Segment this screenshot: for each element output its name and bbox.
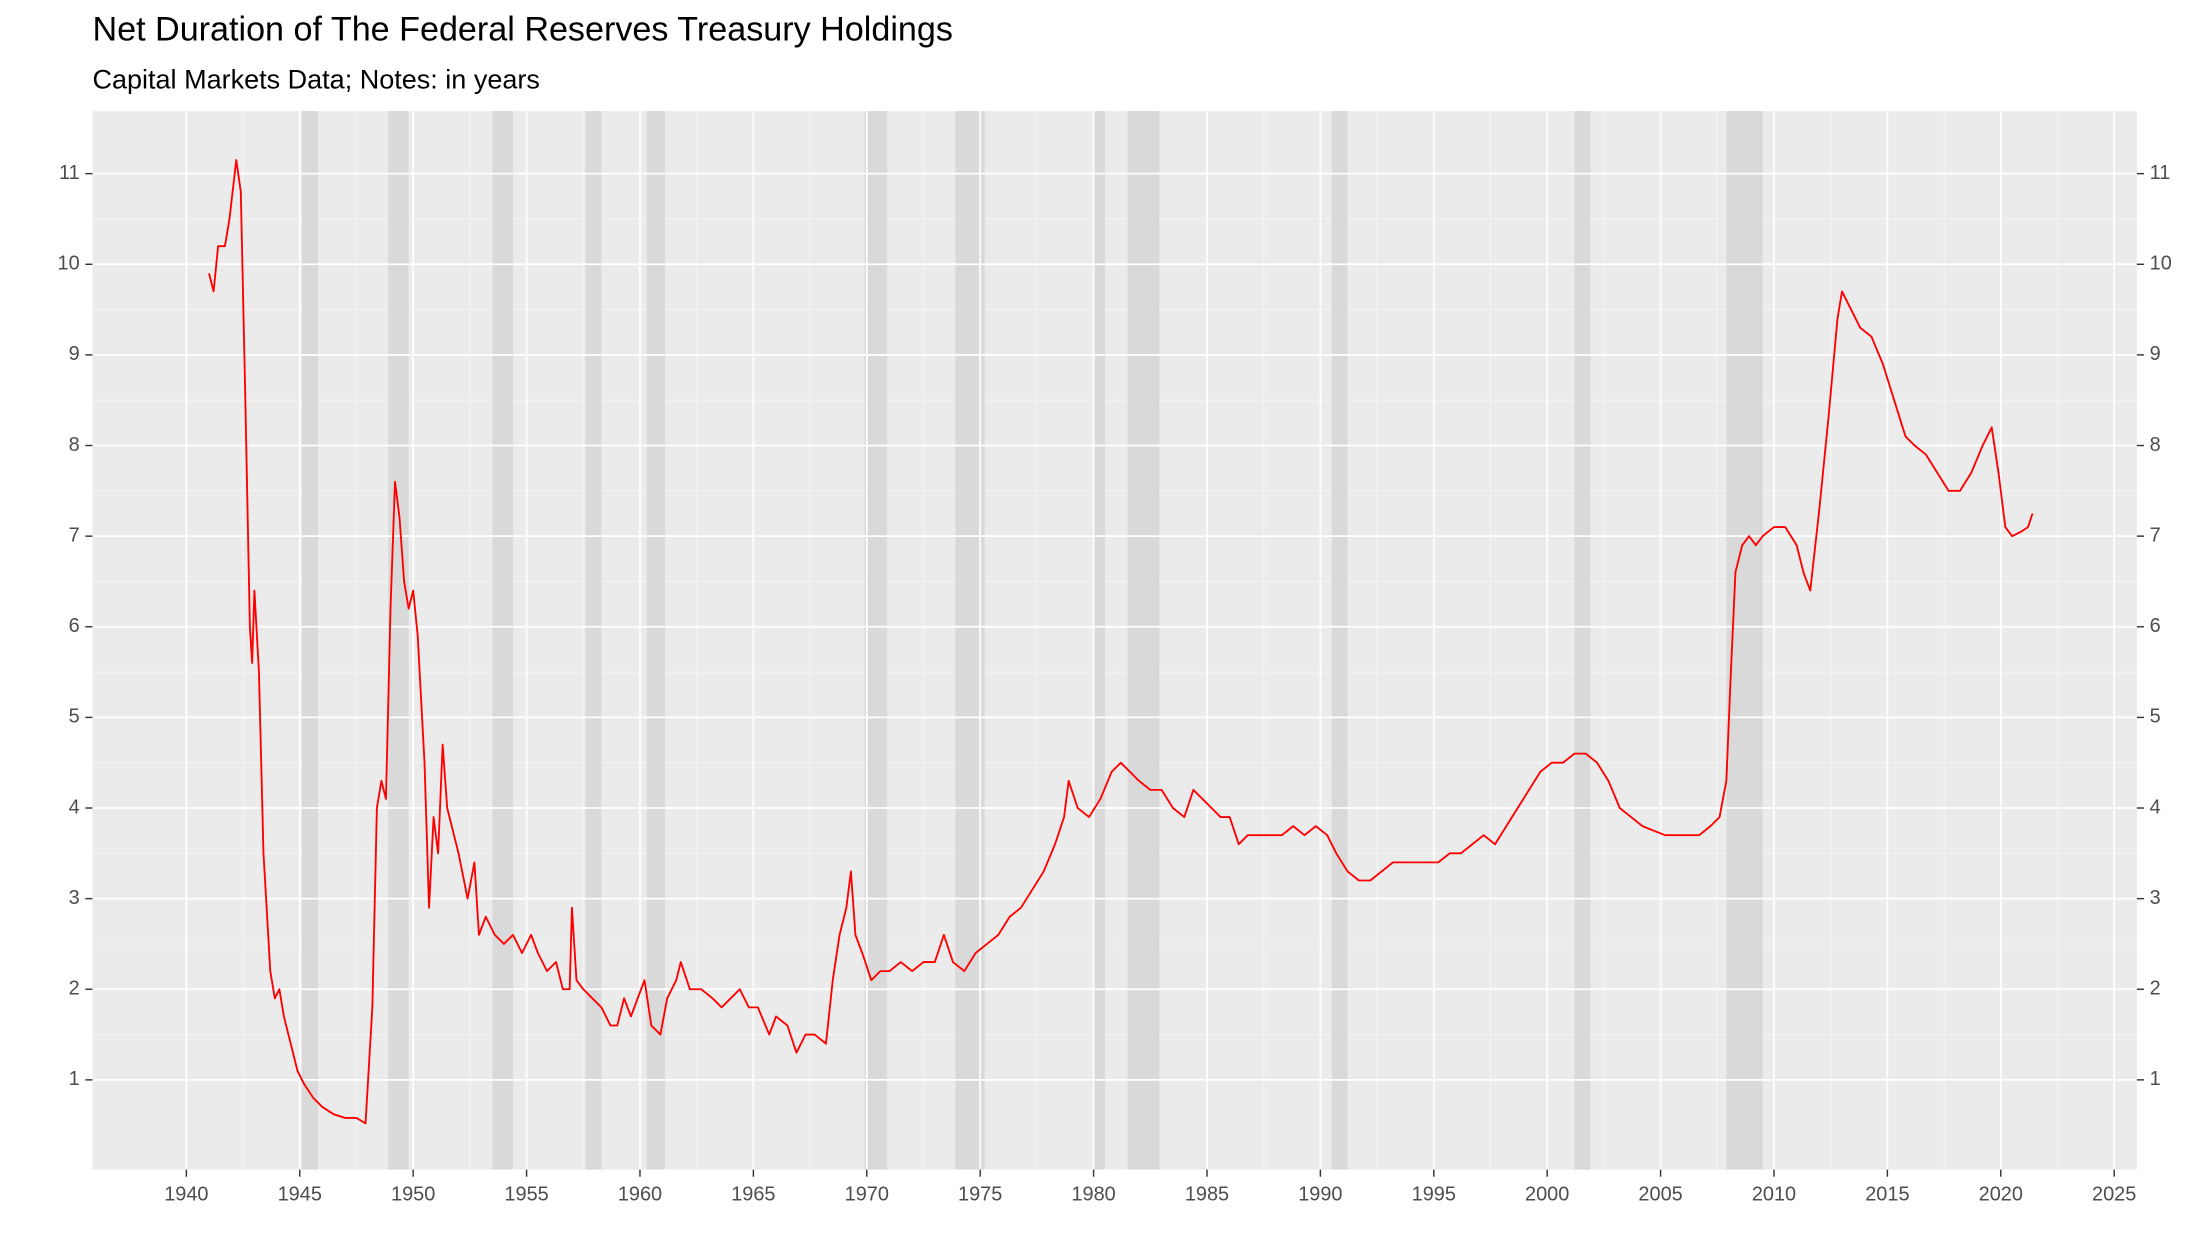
y2-tick-label: 7 bbox=[2150, 524, 2161, 546]
x-tick-label: 2020 bbox=[1979, 1183, 2023, 1205]
y2-tick-label: 1 bbox=[2150, 1068, 2161, 1090]
x-tick-label: 1955 bbox=[504, 1183, 548, 1205]
shaded-region bbox=[388, 111, 409, 1170]
shaded-region bbox=[1574, 111, 1591, 1170]
shaded-region bbox=[492, 111, 513, 1170]
y2-tick-label: 5 bbox=[2150, 706, 2161, 728]
y2-tick-label: 6 bbox=[2150, 615, 2161, 637]
y-tick-label: 11 bbox=[59, 162, 80, 184]
y-tick-label: 6 bbox=[69, 615, 80, 637]
shaded-region bbox=[864, 111, 888, 1170]
x-tick-label: 1940 bbox=[164, 1183, 208, 1205]
x-tick-label: 2025 bbox=[2092, 1183, 2136, 1205]
y-tick-label: 8 bbox=[69, 434, 80, 456]
x-tick-label: 1975 bbox=[958, 1183, 1002, 1205]
shaded-region bbox=[1127, 111, 1160, 1170]
x-tick-label: 1965 bbox=[731, 1183, 775, 1205]
y-tick-label: 3 bbox=[69, 887, 80, 909]
x-tick-label: 1990 bbox=[1298, 1183, 1342, 1205]
x-tick-label: 1995 bbox=[1412, 1183, 1456, 1205]
y2-tick-label: 11 bbox=[2150, 162, 2171, 184]
chart-title: Net Duration of The Federal Reserves Tre… bbox=[92, 10, 952, 48]
x-tick-label: 2015 bbox=[1865, 1183, 1909, 1205]
y-tick-label: 2 bbox=[69, 978, 80, 1000]
x-tick-label: 1970 bbox=[845, 1183, 889, 1205]
y2-tick-label: 4 bbox=[2150, 796, 2161, 818]
x-tick-label: 1980 bbox=[1071, 1183, 1115, 1205]
y-tick-label: 9 bbox=[69, 343, 80, 365]
y2-tick-label: 2 bbox=[2150, 978, 2161, 1000]
shaded-region bbox=[585, 111, 602, 1170]
shaded-region bbox=[302, 111, 318, 1170]
y-tick-label: 7 bbox=[69, 524, 80, 546]
y2-tick-label: 3 bbox=[2150, 887, 2161, 909]
y-tick-label: 1 bbox=[69, 1068, 80, 1090]
y-tick-label: 4 bbox=[69, 796, 80, 818]
x-tick-label: 1945 bbox=[278, 1183, 322, 1205]
shaded-region bbox=[646, 111, 665, 1170]
shaded-region bbox=[1331, 111, 1348, 1170]
y-tick-label: 5 bbox=[69, 706, 80, 728]
shaded-region bbox=[1093, 111, 1105, 1170]
x-tick-label: 2010 bbox=[1752, 1183, 1796, 1205]
chart-subtitle: Capital Markets Data; Notes: in years bbox=[92, 64, 539, 94]
x-tick-label: 1985 bbox=[1185, 1183, 1229, 1205]
x-tick-label: 2000 bbox=[1525, 1183, 1569, 1205]
x-tick-label: 2005 bbox=[1638, 1183, 1682, 1205]
data-line bbox=[208, 159, 2034, 1125]
y2-tick-label: 8 bbox=[2150, 434, 2161, 456]
y2-tick-label: 9 bbox=[2150, 343, 2161, 365]
x-tick-label: 1960 bbox=[618, 1183, 662, 1205]
y-tick-label: 10 bbox=[58, 253, 80, 275]
x-tick-label: 1950 bbox=[391, 1183, 435, 1205]
y2-tick-label: 10 bbox=[2150, 253, 2172, 275]
plot-panel bbox=[92, 111, 2137, 1170]
